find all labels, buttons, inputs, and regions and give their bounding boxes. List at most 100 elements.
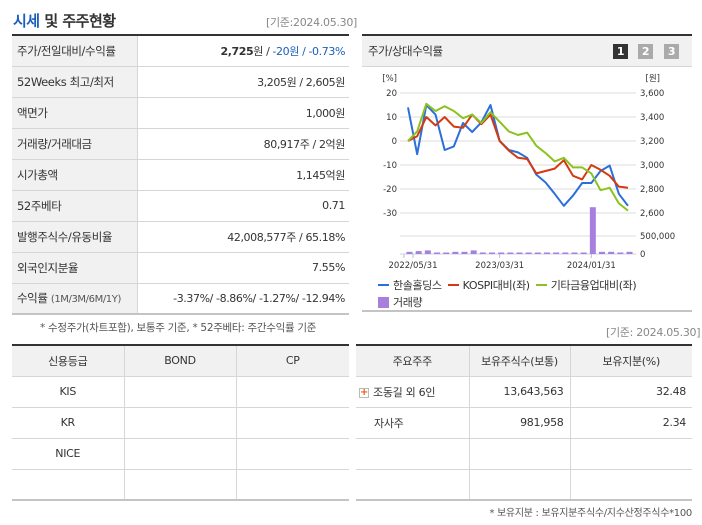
legend-hansol[interactable]: 한솔홀딩스 <box>378 277 442 293</box>
price-change: -20원 <box>272 44 299 58</box>
table-header: 신용등급 BOND CP <box>12 345 349 377</box>
table-row: 52주베타 0.71 <box>12 190 349 222</box>
table-row: NICE <box>12 438 349 470</box>
title-rest: 및 주주현황 <box>39 12 116 30</box>
legend-label: KOSPI대비(좌) <box>462 279 530 292</box>
bond-grade <box>124 438 237 470</box>
chart-header: 주가/상대수익률 1 2 3 <box>362 36 692 67</box>
col-header: 신용등급 <box>12 345 125 377</box>
legend-label: 거래량 <box>393 296 423 309</box>
shareholders-table: 주요주주 보유주식수(보통) 보유지분(%) + 조동길 외 6인 13,643,… <box>356 344 692 501</box>
line-swatch-icon <box>535 284 547 286</box>
price-unit: 원 / <box>253 44 273 58</box>
price-info-table: 주가/전일대비/수익률 2,725원 / -20원 / -0.73% 52Wee… <box>12 34 349 315</box>
row-label: 52Weeks 최고/최저 <box>12 66 138 98</box>
row-label: 발행주식수/유동비율 <box>12 221 138 253</box>
table-row: 시가총액 1,145억원 <box>12 159 349 191</box>
table-row: 자사주 981,958 2.34 <box>356 407 692 439</box>
shareholders-note: * 보유지분 : 보유지분주식수/지수산정주식수*100 <box>489 508 692 519</box>
holder-shares: 13,643,563 <box>469 376 571 408</box>
shareholders-basis: [기준: 2024.05.30] <box>606 326 701 339</box>
cp-grade <box>236 438 349 470</box>
svg-text:[원]: [원] <box>646 74 660 84</box>
holder-shares <box>469 469 571 501</box>
row-label: 거래량/거래대금 <box>12 128 138 160</box>
holder-shares: 981,958 <box>469 407 571 439</box>
holder-shares <box>469 438 571 470</box>
svg-text:2022/05/31: 2022/05/31 <box>389 261 438 271</box>
legend-label: 기타금융업대비(좌) <box>550 279 637 292</box>
bar-swatch-icon <box>378 296 389 308</box>
svg-text:2024/01/31: 2024/01/31 <box>567 261 616 271</box>
agency: NICE <box>12 438 125 470</box>
legend-sector[interactable]: 기타금융업대비(좌) <box>535 277 637 293</box>
legend-volume[interactable]: 거래량 <box>378 294 423 310</box>
table-header: 주요주주 보유주식수(보통) 보유지분(%) <box>356 345 692 377</box>
basis-date: [기준:2024.05.30] <box>266 16 358 29</box>
col-header: 보유지분(%) <box>570 345 692 377</box>
holder-name: 자사주 <box>356 407 470 439</box>
svg-text:2023/03/31: 2023/03/31 <box>475 261 524 271</box>
svg-text:10: 10 <box>386 113 397 123</box>
svg-text:500,000: 500,000 <box>640 232 675 242</box>
holder-pct <box>570 438 692 470</box>
svg-text:2,600: 2,600 <box>640 209 664 219</box>
svg-text:3,000: 3,000 <box>640 161 664 171</box>
return-lines <box>407 102 629 212</box>
row-label: 수익률 (1M/3M/6M/1Y) <box>12 283 138 315</box>
svg-text:0: 0 <box>640 250 645 260</box>
row-value: 42,008,577주 / 65.18% <box>137 221 349 253</box>
row-value: 3,205원 / 2,605원 <box>137 66 349 98</box>
change-rate: -0.73% <box>308 44 345 58</box>
col-header: CP <box>236 345 349 377</box>
svg-text:-20: -20 <box>383 185 397 195</box>
cp-grade <box>236 469 349 501</box>
returns-value: -3.37%/ -8.86%/ -1.27%/ -12.94% <box>137 283 349 315</box>
chart-page-2-button[interactable]: 2 <box>638 44 653 59</box>
row-label: 시가총액 <box>12 159 138 191</box>
col-header: 주요주주 <box>356 345 470 377</box>
row-label: 액면가 <box>12 97 138 129</box>
row-value: 1,145억원 <box>137 159 349 191</box>
legend-label: 한솔홀딩스 <box>393 279 442 292</box>
cp-grade <box>236 376 349 408</box>
col-header: BOND <box>124 345 237 377</box>
axis-labels: 20 3,600 10 3,400 0 3,200 -10 3,000 -20 2,800 -30 2… <box>382 74 675 271</box>
row-label: 외국인지분율 <box>12 252 138 284</box>
table-row: 액면가 1,000원 <box>12 97 349 129</box>
returns-label: 수익률 <box>17 291 48 306</box>
row-label: 52주베타 <box>12 190 138 222</box>
bond-grade <box>124 469 237 501</box>
svg-text:3,200: 3,200 <box>640 137 664 147</box>
expand-plus-icon[interactable]: + <box>359 386 369 398</box>
table-row: 거래량/거래대금 80,917주 / 2억원 <box>12 128 349 160</box>
chart-page-3-button[interactable]: 3 <box>664 44 679 59</box>
table-row: KR <box>12 407 349 439</box>
legend-kospi[interactable]: KOSPI대비(좌) <box>447 277 530 293</box>
row-value: 2,725원 / -20원 / -0.73% <box>137 35 349 67</box>
line-swatch-icon <box>447 284 459 286</box>
current-price: 2,725 <box>220 44 254 58</box>
holder-name: 조동길 외 6인 <box>373 385 436 399</box>
svg-text:[%]: [%] <box>382 74 397 84</box>
chart-page-1-button[interactable]: 1 <box>613 44 628 59</box>
table-row: + 조동길 외 6인 13,643,563 32.48 <box>356 376 692 408</box>
table-row: KIS <box>12 376 349 408</box>
bond-grade <box>124 376 237 408</box>
holder-name <box>356 469 470 501</box>
table-row: 외국인지분율 7.55% <box>12 252 349 284</box>
table-row: 주가/전일대비/수익률 2,725원 / -20원 / -0.73% <box>12 35 349 67</box>
holder-pct: 2.34 <box>570 407 692 439</box>
separator: / <box>298 44 309 58</box>
line-swatch-icon <box>378 284 389 286</box>
price-note: * 수정주가(차트포함), 보통주 기준, * 52주베타: 주간수익률 기준 <box>40 322 317 334</box>
svg-text:0: 0 <box>392 137 397 147</box>
returns-periods: (1M/3M/6M/1Y) <box>50 294 122 306</box>
holder-pct: 32.48 <box>570 376 692 408</box>
volume-bars <box>406 207 633 254</box>
svg-text:-10: -10 <box>383 161 397 171</box>
section-title: 시세 및 주주현황 <box>13 10 116 31</box>
svg-text:3,600: 3,600 <box>640 89 664 99</box>
row-value: 7.55% <box>137 252 349 284</box>
table-row <box>356 438 692 470</box>
